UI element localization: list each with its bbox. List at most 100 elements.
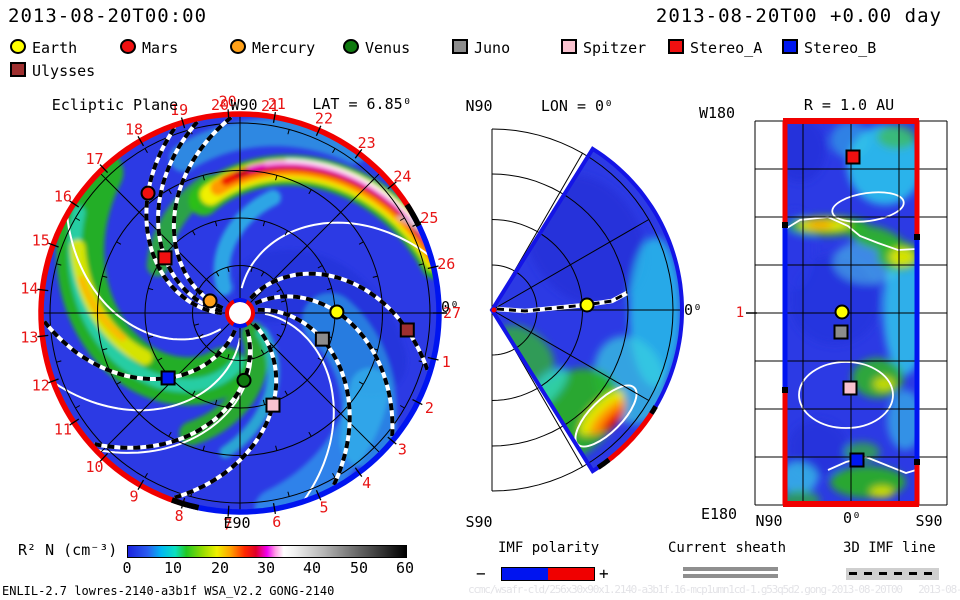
plot-titles: N90 LON = 0⁰ S90 0⁰ [465, 97, 702, 531]
day-label: 21 [261, 97, 279, 115]
imf-field-lines [42, 115, 430, 500]
day-label: 6 [272, 513, 281, 531]
day-label: 24 [393, 168, 411, 186]
earth-marker-icon [10, 39, 26, 54]
axis-label-s90: S90 [465, 513, 492, 531]
mars-marker-icon [120, 39, 136, 54]
venus-marker-icon [343, 39, 359, 54]
marker-stereo_a [157, 250, 173, 266]
colorbar-tick: 40 [302, 559, 322, 577]
model-version-text: ENLIL-2.7 lowres-2140-a3b1f WSA_V2.2 GON… [2, 584, 335, 598]
day-label: 26 [437, 255, 455, 273]
marker-mercury [202, 293, 218, 309]
marker-ulysses [399, 322, 415, 338]
stereo-a-marker-icon [668, 39, 684, 54]
marker-earth [579, 297, 595, 313]
axis-label-n90: N90 [755, 512, 782, 530]
legend-item-spitzer: Spitzer [561, 39, 646, 57]
current-sheath-title: Current sheath [668, 540, 787, 556]
colorbar-tick: 50 [349, 559, 369, 577]
legend-item-stereo-a: Stereo_A [668, 39, 762, 57]
plot-title: LON = 0⁰ [541, 97, 613, 115]
day-label: 12 [32, 377, 50, 395]
legend-item-mercury: Mercury [230, 39, 316, 57]
marker-juno [314, 331, 330, 347]
spiral-bands [56, 118, 439, 512]
colorbar-label: R² N (cm⁻³) [18, 541, 118, 559]
marker-earth [329, 304, 345, 320]
marker-stereo_a [845, 149, 861, 165]
colorbar-tick: 30 [256, 559, 276, 577]
day-label: 18 [125, 120, 143, 138]
day-label: 5 [319, 499, 328, 517]
axis-label-e180: E180 [701, 505, 737, 523]
day-label: 9 [129, 488, 138, 506]
day-label: 11 [54, 420, 72, 438]
sun-dot [491, 307, 497, 313]
current-sheath-icon [683, 574, 778, 578]
colorbar [127, 545, 407, 558]
day-label: 7 [223, 516, 232, 534]
legend-label: Juno [474, 39, 511, 57]
day-label: 13 [20, 329, 38, 347]
legend-label: Earth [32, 39, 78, 57]
day-label: 15 [32, 231, 50, 249]
day-label: 19 [170, 101, 188, 119]
marker-mars [140, 185, 156, 201]
day-label: 10 [85, 458, 103, 476]
imf-line-icon [846, 568, 939, 580]
ulysses-marker-icon [10, 62, 26, 77]
marker-stereo_b [160, 370, 176, 386]
day-label: 3 [398, 440, 407, 458]
day-label: 16 [54, 188, 72, 206]
current-sheath-icon [683, 567, 778, 571]
wedge-boundary [489, 146, 685, 474]
meridional-slice-plot: N90 LON = 0⁰ S90 0⁰ [465, 97, 702, 531]
marker-juno [833, 324, 849, 340]
imf-field-line [496, 291, 629, 314]
marker-venus [236, 372, 252, 388]
outer-boundary-polarity [38, 111, 442, 515]
legend-item-stereo-b: Stereo_B [782, 39, 876, 57]
day-label: 21 [268, 95, 286, 113]
object-markers [140, 185, 415, 413]
day-label: 1 [442, 353, 451, 371]
plot-title: Ecliptic Plane [52, 96, 178, 114]
legend-item-venus: Venus [343, 39, 410, 57]
colorbar-tick: 20 [210, 559, 230, 577]
colorbar-tick: 0 [122, 559, 132, 577]
legend-label: Mars [142, 39, 179, 57]
axis-label-0deg: 0⁰ [684, 301, 702, 319]
latlon-map-plot: R = 1.0 AU W180 E180 N90 0⁰ S90 1 [699, 96, 948, 530]
legend-label: Ulysses [32, 62, 96, 80]
density-field [492, 148, 682, 472]
day-label: 2 [425, 399, 434, 417]
legend-item-mars: Mars [120, 39, 179, 57]
colorbar-tick: 10 [163, 559, 183, 577]
imf-line-title: 3D IMF line [843, 540, 936, 556]
axis-label-n90: N90 [465, 97, 492, 115]
mercury-marker-icon [230, 39, 246, 54]
day-label: 27 [443, 304, 461, 322]
axis-label-s90: S90 [915, 512, 942, 530]
day-label: 17 [85, 150, 103, 168]
imf-minus-sign: − [476, 564, 486, 583]
timestamp-right: 2013-08-20T00 +0.00 day [655, 5, 942, 27]
day-label: 14 [20, 279, 38, 297]
imf-polarity-swatch-icon [501, 567, 595, 581]
day-label: 23 [358, 134, 376, 152]
plot-title: R = 1.0 AU [804, 96, 894, 114]
legend-label: Mercury [252, 39, 316, 57]
marker-earth [834, 304, 850, 320]
axis-label-w90: W90 [230, 96, 257, 114]
axis-label-0deg: 0⁰ [843, 509, 861, 527]
juno-marker-icon [452, 39, 468, 54]
legend-item-ulysses: Ulysses [10, 62, 96, 80]
object-markers [833, 149, 865, 468]
plot-titles: R = 1.0 AU W180 E180 N90 0⁰ S90 1 [699, 96, 943, 530]
day-label: 22 [315, 109, 333, 127]
axis-label-e90: E90 [223, 514, 250, 532]
